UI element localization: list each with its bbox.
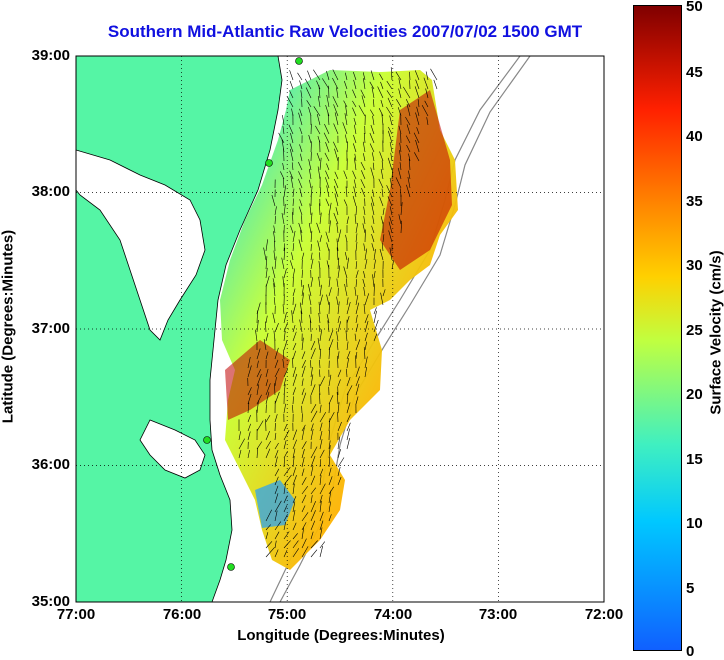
x-tick-label: 73:00 xyxy=(463,606,533,623)
y-axis-label: Latitude (Degrees:Minutes) xyxy=(0,177,17,477)
colorbar-tick: 50 xyxy=(686,0,720,15)
station-marker xyxy=(204,437,211,444)
colorbar-tick: 40 xyxy=(686,128,720,145)
y-tick-label: 37:00 xyxy=(14,320,70,337)
colorbar-tick: 45 xyxy=(686,64,720,81)
x-tick-label: 72:00 xyxy=(569,606,639,623)
station-marker xyxy=(266,160,273,167)
station-marker xyxy=(296,58,303,65)
colorbar-label: Surface Velocity (cm/s) xyxy=(708,183,724,483)
colorbar xyxy=(633,5,682,651)
x-tick-label: 75:00 xyxy=(252,606,322,623)
x-tick-label: 74:00 xyxy=(358,606,428,623)
colorbar-tick: 0 xyxy=(686,643,720,660)
y-tick-label: 36:00 xyxy=(14,456,70,473)
station-marker xyxy=(228,564,235,571)
x-tick-label: 76:00 xyxy=(147,606,217,623)
y-tick-label: 38:00 xyxy=(14,183,70,200)
colorbar-tick: 10 xyxy=(686,515,720,532)
x-tick-label: 77:00 xyxy=(41,606,111,623)
x-axis-label: Longitude (Degrees:Minutes) xyxy=(76,627,606,644)
y-tick-label: 39:00 xyxy=(14,47,70,64)
colorbar-tick: 5 xyxy=(686,580,720,597)
